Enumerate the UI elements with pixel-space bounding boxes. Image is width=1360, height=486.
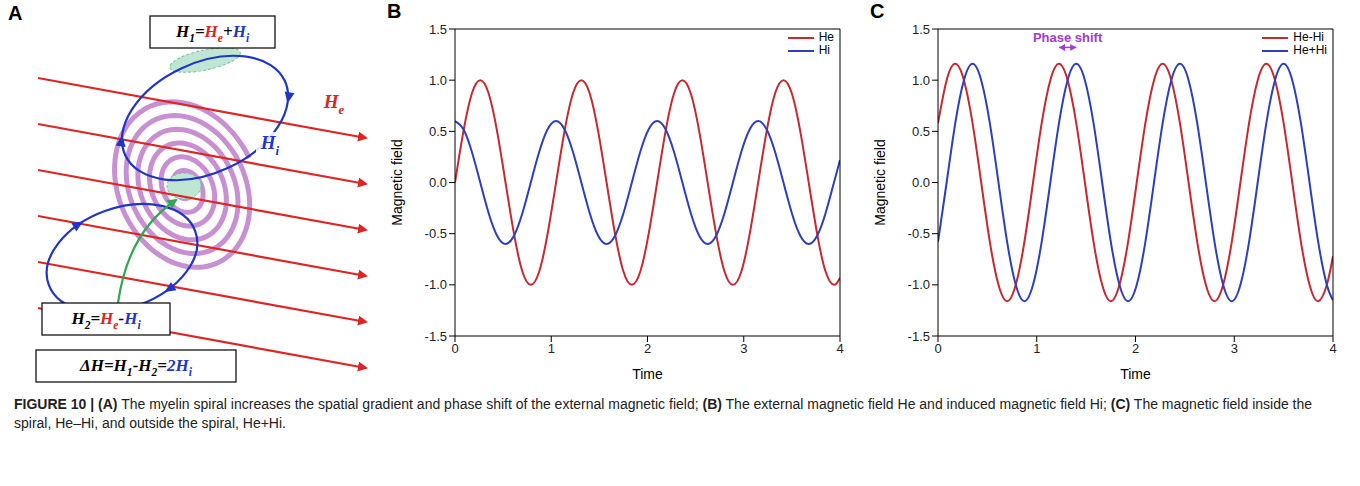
svg-text:Magnetic field: Magnetic field: [872, 139, 888, 225]
svg-text:1.5: 1.5: [429, 22, 447, 37]
svg-text:-1.0: -1.0: [425, 277, 447, 292]
svg-text:H1=He+Hi: H1=He+Hi: [175, 22, 250, 45]
svg-text:0.5: 0.5: [912, 124, 930, 139]
svg-text:3: 3: [740, 341, 747, 356]
html-text:He+Hi: He+Hi: [1293, 43, 1327, 57]
svg-text:1: 1: [548, 341, 555, 356]
svg-text:0: 0: [451, 341, 458, 356]
html-text:Hi: Hi: [818, 43, 830, 57]
svg-text:-1.5: -1.5: [908, 329, 930, 344]
svg-text:-1.0: -1.0: [908, 277, 930, 292]
html-text:FIGURE 10 | (A) The myelin spi: FIGURE 10 | (A) The myelin spiral increa…: [14, 396, 1313, 431]
svg-text:0.0: 0.0: [429, 175, 447, 190]
svg-text:Phase shift: Phase shift: [1033, 30, 1103, 45]
svg-text:0: 0: [934, 341, 941, 356]
html-text:He-Hi: He-Hi: [1293, 30, 1324, 44]
svg-text:1.5: 1.5: [912, 22, 930, 37]
html-text:He: He: [818, 30, 834, 44]
svg-text:2: 2: [644, 341, 651, 356]
svg-text:-1.5: -1.5: [425, 329, 447, 344]
svg-text:3: 3: [1231, 341, 1238, 356]
svg-text:A: A: [8, 2, 22, 24]
svg-text:Time: Time: [632, 366, 663, 382]
svg-text:4: 4: [836, 341, 843, 356]
svg-text:H2=He-Hi: H2=He-Hi: [70, 309, 141, 332]
svg-text:1.0: 1.0: [429, 73, 447, 88]
svg-text:0.0: 0.0: [912, 175, 930, 190]
svg-text:0.5: 0.5: [429, 124, 447, 139]
html-text:B: B: [387, 0, 402, 22]
svg-text:4: 4: [1329, 341, 1336, 356]
svg-text:Time: Time: [1120, 366, 1151, 382]
svg-text:ΔH=H1-H2=2Hi: ΔH=H1-H2=2Hi: [79, 356, 193, 379]
svg-text:-0.5: -0.5: [908, 226, 930, 241]
html-text:C: C: [870, 0, 885, 22]
svg-text:-0.5: -0.5: [425, 226, 447, 241]
svg-text:Magnetic field: Magnetic field: [389, 139, 405, 225]
svg-text:Hi: Hi: [260, 132, 280, 158]
svg-text:2: 2: [1132, 341, 1139, 356]
svg-text:1.0: 1.0: [912, 73, 930, 88]
svg-text:He: He: [323, 91, 345, 117]
svg-text:1: 1: [1033, 341, 1040, 356]
